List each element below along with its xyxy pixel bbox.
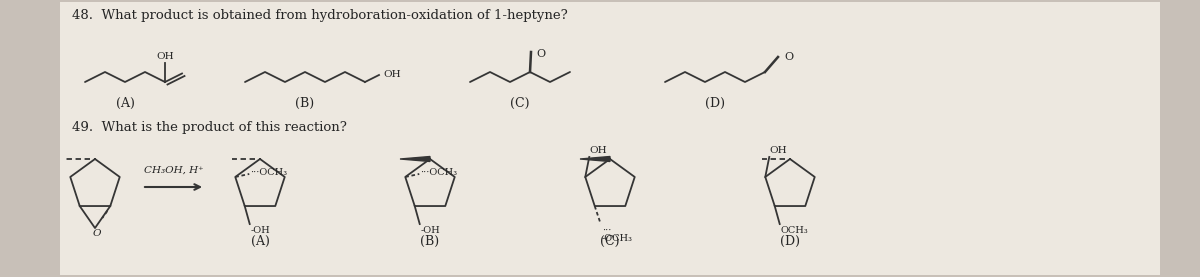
Text: 48.  What product is obtained from hydroboration-oxidation of 1-heptyne?: 48. What product is obtained from hydrob… (72, 9, 568, 22)
Text: (C): (C) (510, 97, 529, 110)
Text: (A): (A) (115, 97, 134, 110)
FancyBboxPatch shape (60, 2, 1160, 275)
Text: OH: OH (769, 146, 787, 155)
Text: -OH: -OH (251, 226, 270, 235)
Text: O: O (92, 229, 101, 238)
Text: (A): (A) (251, 235, 270, 248)
Text: CH₃OH, H⁺: CH₃OH, H⁺ (144, 166, 204, 175)
Polygon shape (400, 157, 430, 161)
Text: OH: OH (383, 70, 401, 78)
Text: O: O (784, 52, 793, 62)
Polygon shape (580, 157, 610, 161)
Text: ···: ··· (601, 226, 611, 235)
Text: O: O (536, 49, 545, 59)
Text: OH: OH (589, 146, 607, 155)
Text: -OH: -OH (421, 226, 440, 235)
Text: OCH₃: OCH₃ (781, 226, 809, 235)
Text: (B): (B) (420, 235, 439, 248)
Text: -OCH₃: -OCH₃ (601, 234, 632, 243)
Text: ···OCH₃: ···OCH₃ (251, 168, 287, 178)
Text: OH: OH (156, 52, 174, 61)
Text: (B): (B) (295, 97, 314, 110)
Text: (D): (D) (780, 235, 800, 248)
Text: (D): (D) (706, 97, 725, 110)
Text: 49.  What is the product of this reaction?: 49. What is the product of this reaction… (72, 121, 347, 134)
Text: ···OCH₃: ···OCH₃ (420, 168, 457, 178)
Text: (C): (C) (600, 235, 619, 248)
